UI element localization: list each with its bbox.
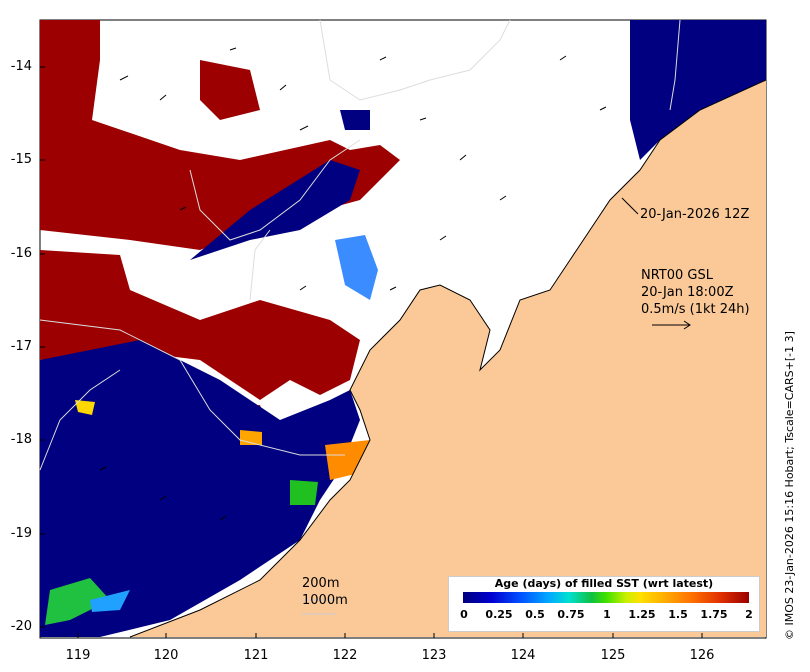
legend-tick: 0.75 (557, 608, 585, 621)
product-time-label: 20-Jan 18:00Z (641, 285, 734, 300)
x-tick-label: 122 (332, 648, 358, 663)
legend-tick: 0.5 (525, 608, 545, 621)
contour-1000m-label: 1000m (302, 593, 348, 608)
analysis-time-label: 20-Jan-2026 12Z (640, 207, 750, 222)
analysis-time-pointer (621, 197, 639, 215)
legend-title: Age (days) of filled SST (wrt latest) (494, 577, 714, 590)
x-tick-label: 125 (600, 648, 626, 663)
legend-colorbar (463, 592, 749, 603)
legend-tick: 1 (603, 608, 611, 621)
y-tick-label: -19 (10, 526, 32, 541)
x-tick-label: 119 (65, 648, 91, 663)
sst-recent-data-region (40, 20, 766, 637)
velocity-scale-arrow (652, 320, 691, 330)
y-tick-label: -16 (10, 246, 32, 261)
axis-ticks (40, 66, 703, 638)
contour-200m-label: 200m (302, 576, 340, 591)
current-vectors (99, 47, 607, 521)
coastline (129, 79, 767, 638)
legend-tick: 1.5 (668, 608, 688, 621)
x-tick-label: 121 (243, 648, 269, 663)
copyright-side-label: © IMOS 23-Jan-2026 15:16 Hobart; Tscale=… (783, 331, 796, 640)
bathymetry-contours (39, 19, 681, 471)
colorbar-legend: Age (days) of filled SST (wrt latest) 0 … (448, 576, 760, 632)
legend-tick: 2 (745, 608, 753, 621)
y-tick-label: -18 (10, 432, 32, 447)
legend-tick: 1.25 (628, 608, 656, 621)
legend-tick: 0 (460, 608, 468, 621)
legend-tick: 0.25 (485, 608, 513, 621)
y-tick-label: -14 (10, 59, 32, 74)
velocity-scale-label: 0.5m/s (1kt 24h) (641, 302, 750, 317)
product-name-label: NRT00 GSL (641, 268, 713, 283)
y-tick-label: -20 (10, 619, 32, 634)
legend-tick: 1.75 (700, 608, 728, 621)
y-tick-label: -17 (10, 339, 32, 354)
land-mass (130, 80, 766, 637)
x-tick-label: 124 (510, 648, 536, 663)
x-tick-label: 126 (689, 648, 715, 663)
y-tick-label: -15 (10, 152, 32, 167)
x-tick-label: 120 (153, 648, 179, 663)
x-tick-label: 123 (421, 648, 447, 663)
